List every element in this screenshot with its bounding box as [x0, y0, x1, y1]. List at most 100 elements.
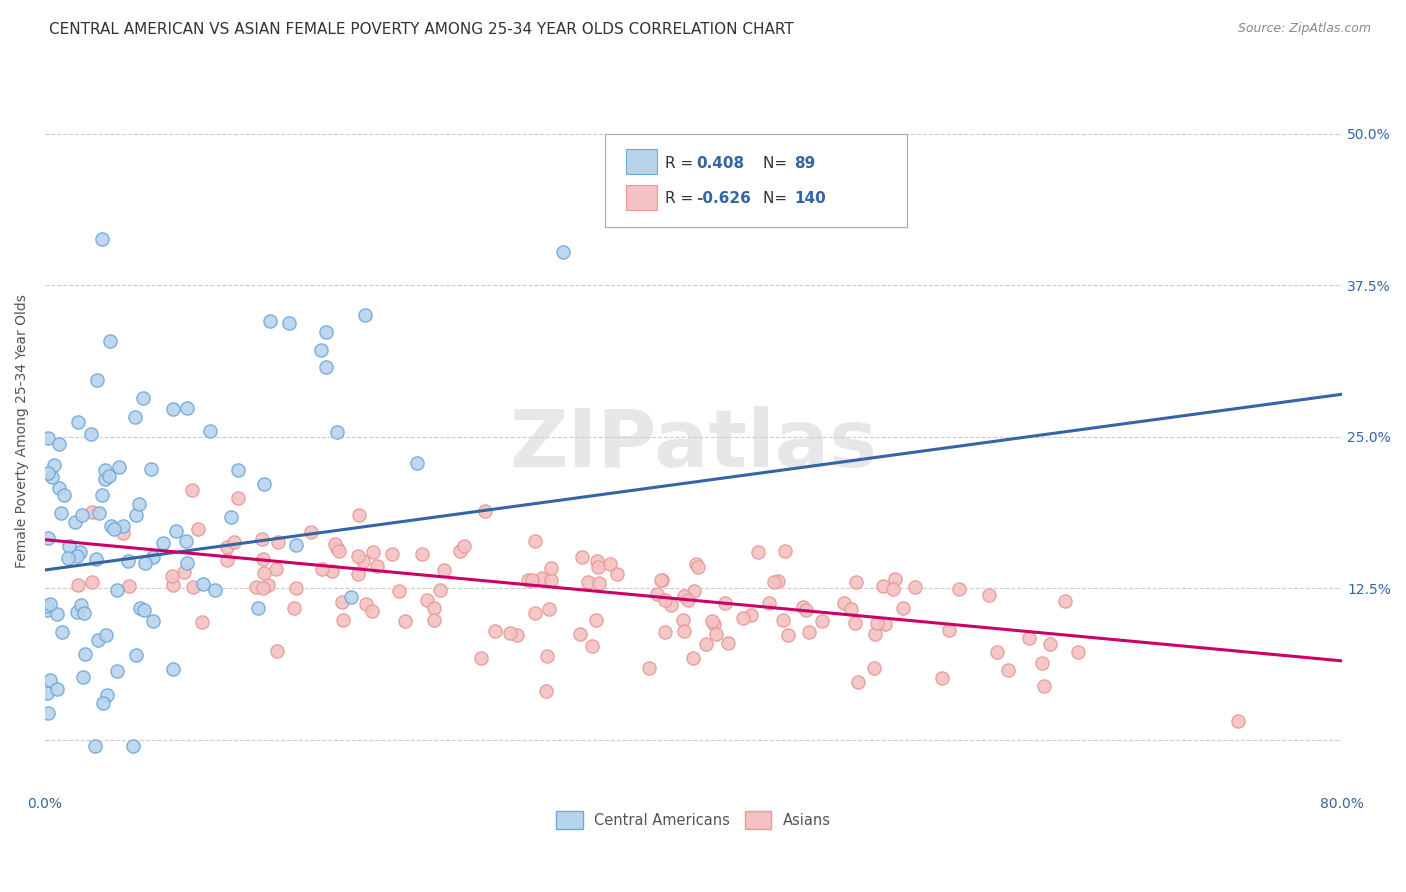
Point — [299, 525, 322, 540]
Point — [536, 648, 558, 663]
Point — [700, 614, 723, 628]
Point — [42, 458, 65, 472]
Point — [183, 580, 205, 594]
Point — [162, 578, 184, 592]
Text: R =: R = — [665, 192, 699, 206]
Text: 0.408: 0.408 — [696, 156, 744, 170]
Point — [1038, 637, 1060, 651]
Point — [773, 544, 796, 558]
Point — [948, 582, 970, 597]
Point — [221, 510, 243, 524]
Point — [429, 582, 451, 597]
Point — [46, 607, 69, 621]
Point — [105, 583, 128, 598]
Point — [659, 598, 682, 612]
Point — [82, 505, 104, 519]
Point — [39, 597, 62, 611]
Point — [586, 554, 609, 568]
Point — [931, 671, 953, 685]
Point — [252, 582, 274, 596]
Point — [453, 539, 475, 553]
Point — [470, 651, 492, 665]
Point — [105, 664, 128, 678]
Point — [792, 600, 814, 615]
Point — [160, 569, 183, 583]
Point — [340, 590, 363, 604]
Point — [676, 593, 699, 607]
Point — [938, 624, 960, 638]
Point — [366, 559, 388, 574]
Point — [51, 624, 73, 639]
Point — [83, 739, 105, 753]
Point — [48, 436, 70, 450]
Point — [328, 544, 350, 558]
Point — [323, 537, 346, 551]
Point — [204, 582, 226, 597]
Point — [524, 534, 547, 549]
Point — [506, 628, 529, 642]
Point — [162, 662, 184, 676]
Point — [863, 661, 886, 675]
Text: 89: 89 — [794, 156, 815, 170]
Point — [354, 597, 377, 611]
Point — [844, 616, 866, 631]
Point — [714, 596, 737, 610]
Point — [863, 627, 886, 641]
Point — [181, 483, 204, 497]
Point — [524, 607, 547, 621]
Point — [326, 425, 349, 439]
Point — [37, 431, 59, 445]
Point — [650, 573, 672, 587]
Point — [683, 584, 706, 599]
Point — [1067, 645, 1090, 659]
Point — [1227, 714, 1250, 729]
Point — [520, 573, 543, 587]
Point — [134, 557, 156, 571]
Point — [96, 689, 118, 703]
Point — [285, 581, 308, 595]
Point — [141, 462, 163, 476]
Point — [606, 567, 628, 582]
Point — [69, 545, 91, 559]
Point — [332, 613, 354, 627]
Point — [416, 592, 439, 607]
Point — [315, 325, 337, 339]
Point — [716, 636, 738, 650]
Point — [883, 572, 905, 586]
Point — [165, 524, 187, 538]
Point — [571, 549, 593, 564]
Point — [253, 477, 276, 491]
Point — [245, 580, 267, 594]
Point — [778, 628, 800, 642]
Point — [122, 739, 145, 753]
Point — [132, 391, 155, 405]
Point — [278, 316, 301, 330]
Point — [142, 550, 165, 565]
Point — [568, 627, 591, 641]
Point — [48, 481, 70, 495]
Point — [94, 463, 117, 477]
Point — [772, 613, 794, 627]
Point — [124, 508, 146, 522]
Point — [449, 543, 471, 558]
Text: 140: 140 — [794, 192, 827, 206]
Point — [112, 518, 135, 533]
Point — [411, 547, 433, 561]
Point — [53, 488, 76, 502]
Point — [117, 554, 139, 568]
Point — [226, 463, 249, 477]
Point — [553, 244, 575, 259]
Point — [599, 557, 621, 571]
Point — [250, 533, 273, 547]
Point — [654, 592, 676, 607]
Point — [1033, 679, 1056, 693]
Point — [187, 523, 209, 537]
Point — [215, 552, 238, 566]
Point — [259, 314, 281, 328]
Point — [381, 548, 404, 562]
Point — [70, 599, 93, 613]
Point — [132, 603, 155, 617]
Point — [152, 536, 174, 550]
Point — [45, 682, 67, 697]
Text: CENTRAL AMERICAN VS ASIAN FEMALE POVERTY AMONG 25-34 YEAR OLDS CORRELATION CHART: CENTRAL AMERICAN VS ASIAN FEMALE POVERTY… — [49, 22, 794, 37]
